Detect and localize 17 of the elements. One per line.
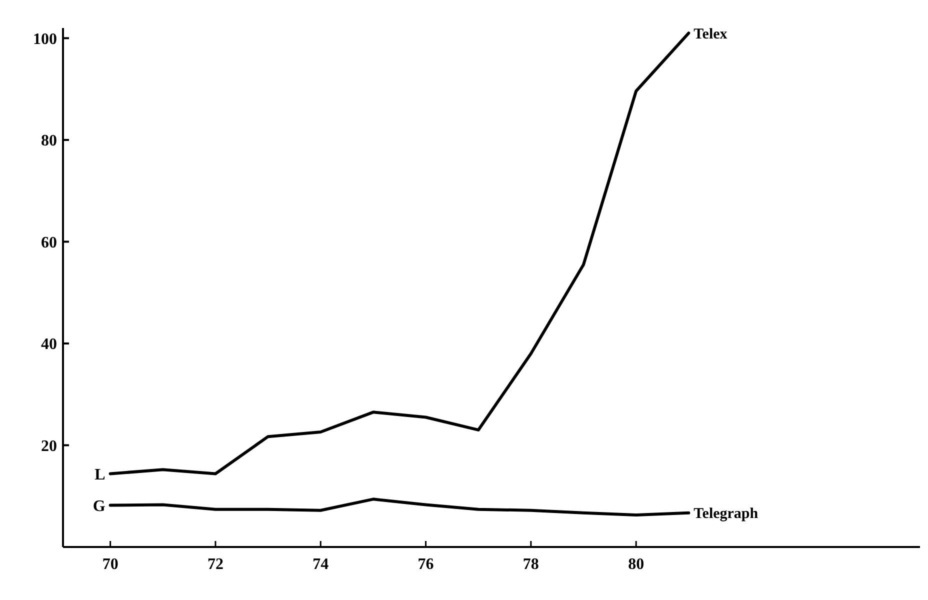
x-tick-label: 78	[522, 556, 539, 573]
x-tick-label: 74	[312, 556, 329, 573]
annotation: L	[94, 466, 106, 484]
x-tick-label: 72	[207, 556, 224, 573]
line-series	[108, 498, 690, 516]
x-tick-label: 80	[628, 556, 644, 573]
series-label: Telex	[694, 26, 728, 42]
y-tick-label: 60	[41, 234, 57, 252]
y-tick-label: 80	[41, 132, 57, 150]
x-tick-label: 70	[102, 556, 118, 573]
y-tick-label: 40	[41, 336, 57, 354]
line-series	[108, 32, 690, 476]
annotation: G	[92, 498, 106, 515]
series-label: Telegraph	[694, 506, 759, 522]
y-tick-label: 20	[41, 438, 57, 455]
y-tick-label: 100	[33, 30, 57, 48]
x-tick-label: 76	[418, 556, 434, 573]
